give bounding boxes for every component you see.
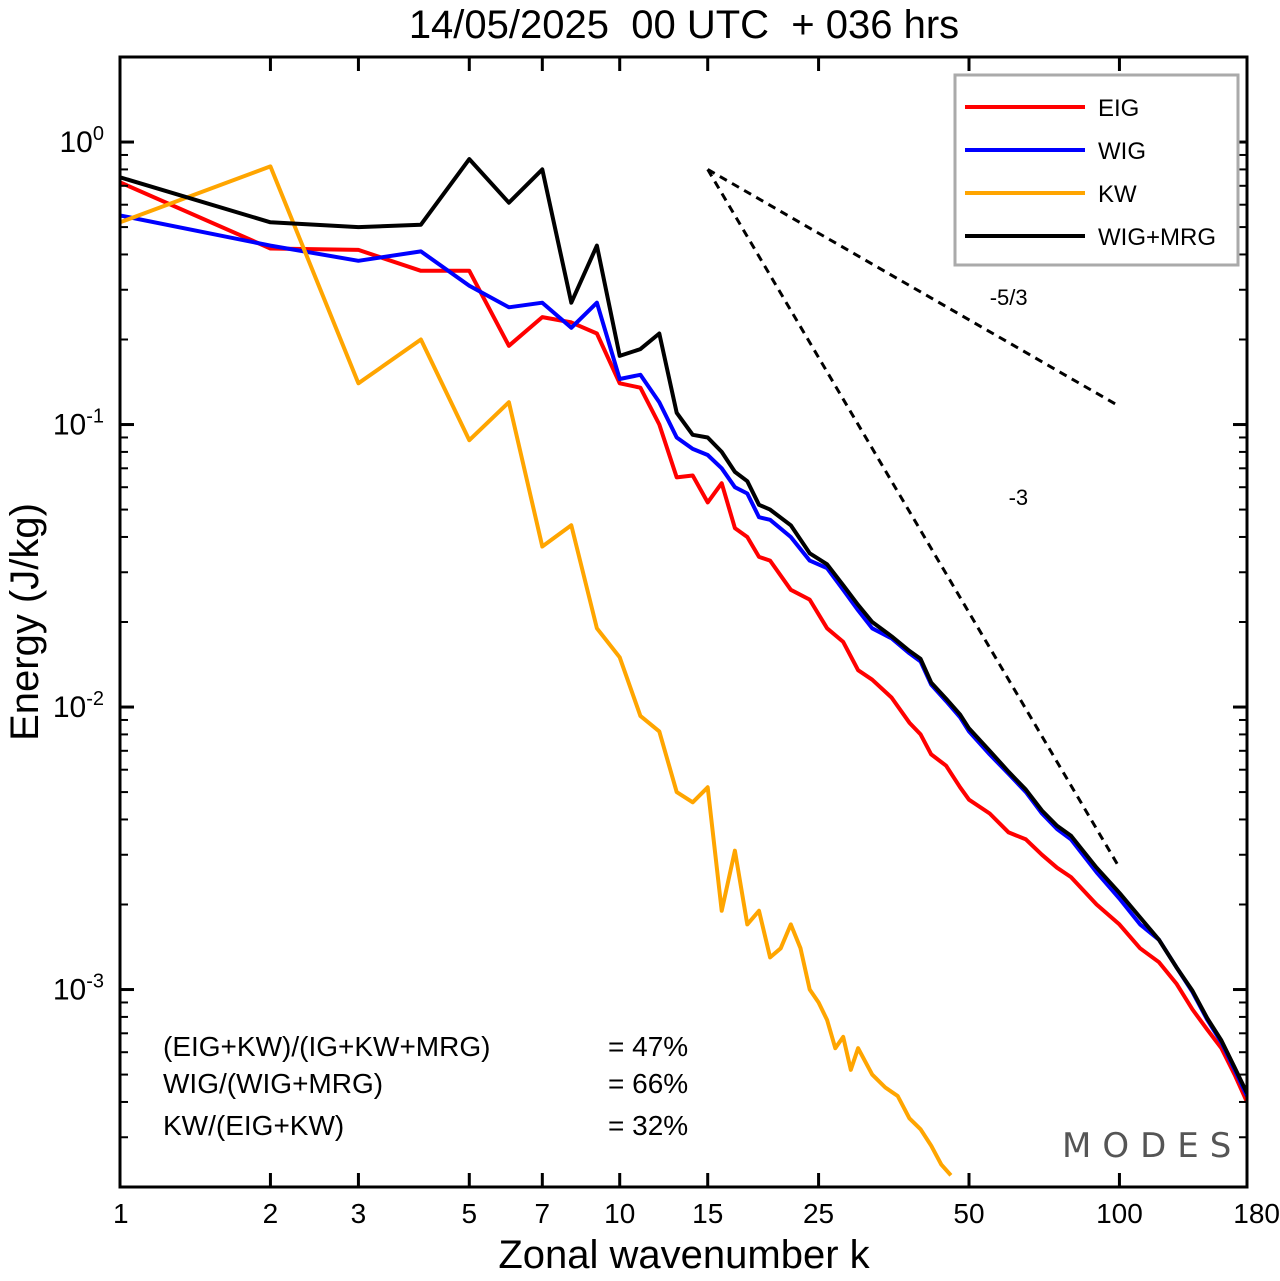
x-tick-label: 1 bbox=[113, 1198, 129, 1229]
x-tick-label: 180 bbox=[1233, 1198, 1280, 1229]
series-line-kw bbox=[120, 164, 953, 1177]
y-axis-tick-labels: 100 10-1 10-2 10-3 bbox=[53, 123, 105, 1007]
y-tick-label: 10-2 bbox=[53, 688, 104, 724]
annotation-label: KW/(EIG+KW) bbox=[163, 1110, 344, 1141]
legend-label: WIG bbox=[1098, 138, 1146, 165]
x-tick-label: 10 bbox=[604, 1198, 635, 1229]
x-tick-label: 100 bbox=[1096, 1198, 1143, 1229]
x-tick-label: 15 bbox=[692, 1198, 723, 1229]
series-line-wig-mrg bbox=[120, 157, 1247, 1094]
annotation-label: WIG/(WIG+MRG) bbox=[163, 1068, 383, 1099]
x-tick-label: 2 bbox=[263, 1198, 279, 1229]
annotation-value: = 32% bbox=[608, 1110, 688, 1141]
plot-area bbox=[120, 157, 1247, 1177]
reference-line-labels: -5/3 -3 bbox=[990, 285, 1028, 510]
y-tick-label: 10-1 bbox=[53, 406, 104, 442]
chart-title: 14/05/2025 00 UTC + 036 hrs bbox=[409, 3, 959, 47]
legend-label: KW bbox=[1098, 181, 1137, 208]
series-line-wig bbox=[120, 213, 1247, 1097]
reference-slope-line bbox=[706, 168, 1121, 869]
y-axis-label: Energy (J/kg) bbox=[3, 503, 47, 741]
annotation-value: = 47% bbox=[608, 1031, 688, 1062]
series-line-eig bbox=[120, 180, 1247, 1103]
x-tick-label: 3 bbox=[351, 1198, 367, 1229]
reference-slope-line bbox=[706, 168, 1121, 408]
annotation-label: (EIG+KW)/(IG+KW+MRG) bbox=[163, 1031, 490, 1062]
x-axis-label: Zonal wavenumber k bbox=[498, 1233, 870, 1277]
legend-label: EIG bbox=[1098, 95, 1139, 122]
y-tick-label: 10-3 bbox=[53, 971, 104, 1007]
y-tick-label: 100 bbox=[60, 123, 105, 159]
x-tick-label: 7 bbox=[535, 1198, 551, 1229]
chart-legend: EIG WIG KW WIG+MRG bbox=[953, 73, 1240, 267]
x-axis-tick-labels: 1 2 3 5 7 10 15 25 50 100 180 bbox=[113, 1198, 1280, 1229]
legend-label: WIG+MRG bbox=[1098, 224, 1216, 251]
reference-slope-label: -3 bbox=[1009, 485, 1029, 510]
x-tick-label: 50 bbox=[953, 1198, 984, 1229]
x-tick-label: 5 bbox=[461, 1198, 477, 1229]
x-tick-label: 25 bbox=[803, 1198, 834, 1229]
ratio-annotations: (EIG+KW)/(IG+KW+MRG) = 47% WIG/(WIG+MRG)… bbox=[163, 1031, 688, 1141]
reference-slope-label: -5/3 bbox=[990, 285, 1028, 310]
y-axis-minor-ticks bbox=[120, 56, 1247, 1188]
annotation-value: = 66% bbox=[608, 1068, 688, 1099]
x-axis-ticks bbox=[118, 57, 1249, 1187]
modes-watermark: MODES bbox=[1062, 1126, 1242, 1166]
